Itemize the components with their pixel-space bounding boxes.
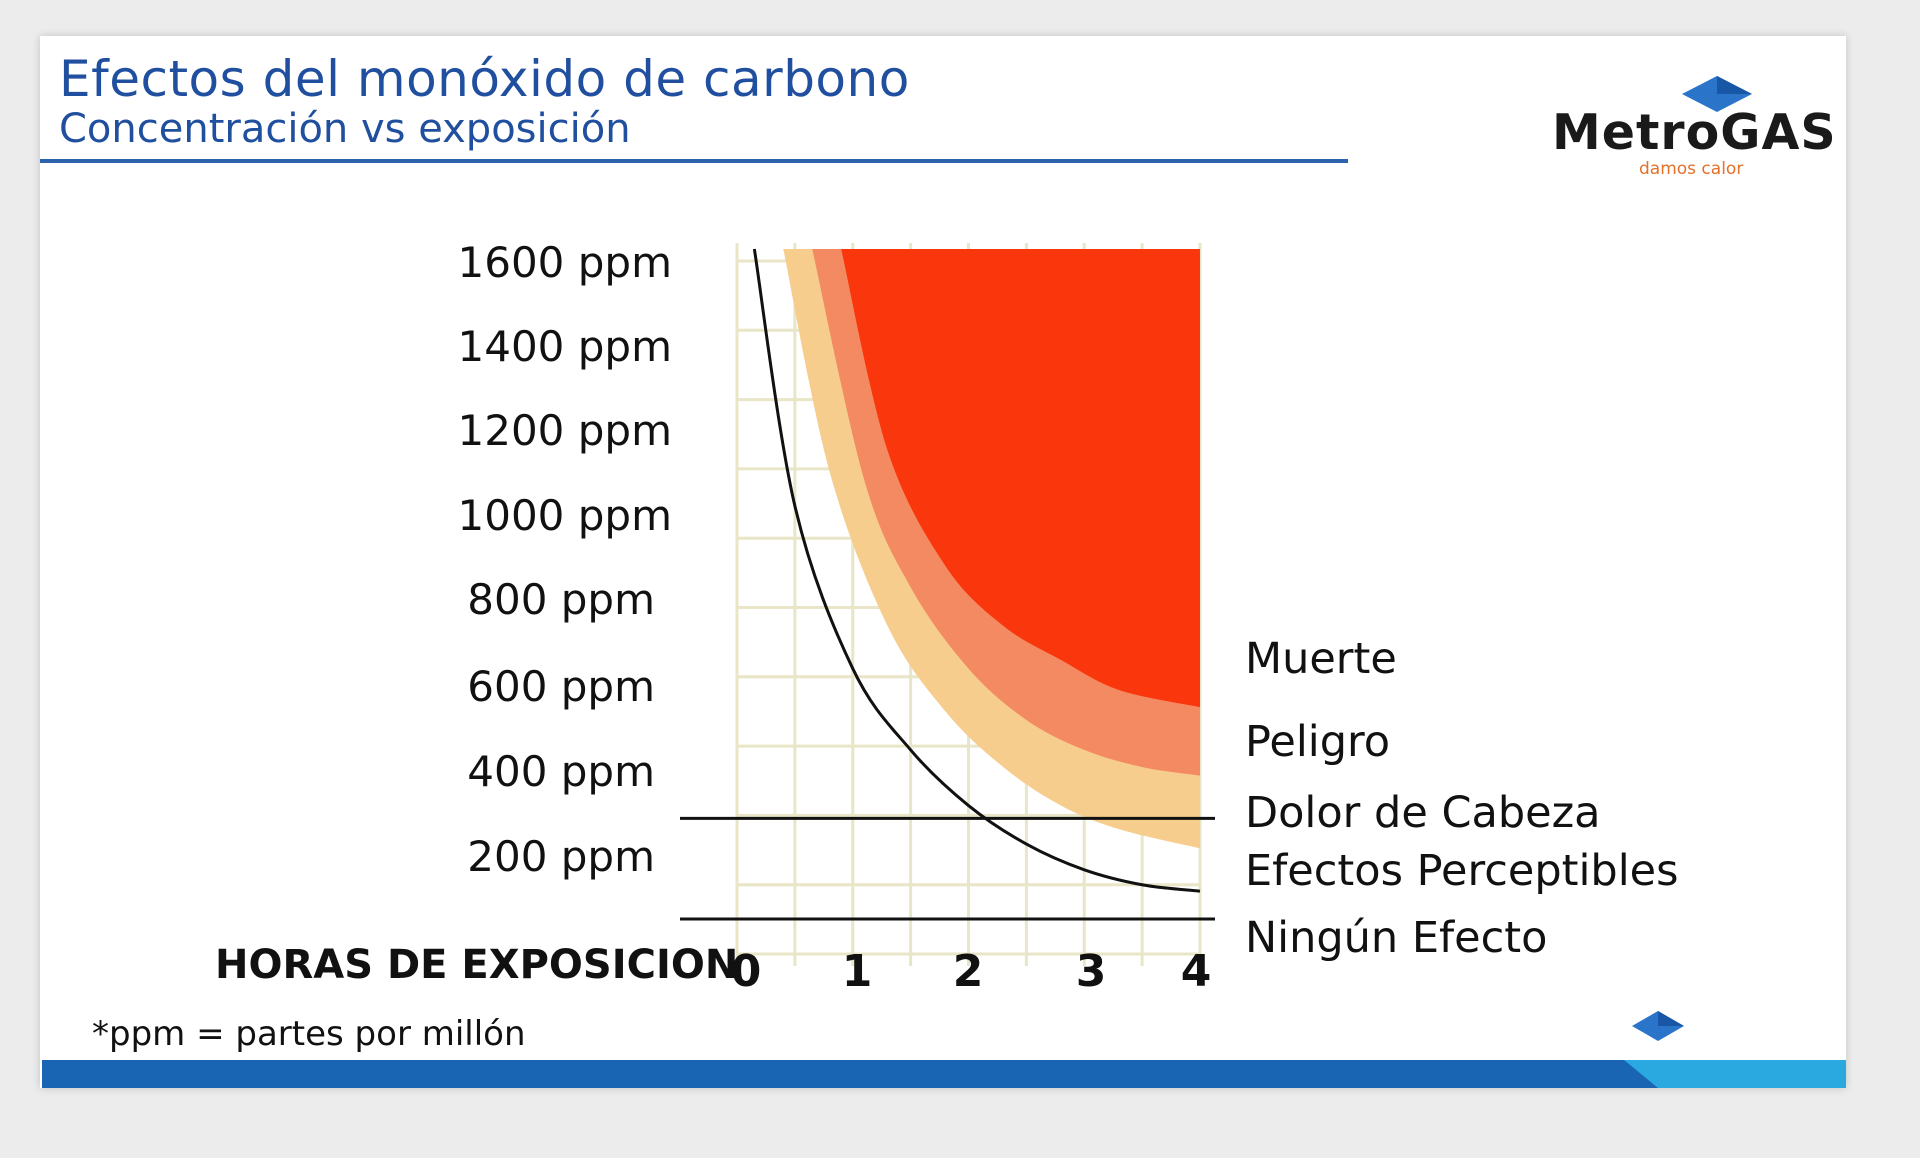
curve-efectos-perceptibles (752, 248, 1201, 893)
y-tick-400: 400 ppm (467, 747, 655, 796)
y-tick-1600: 1600 ppm (457, 238, 672, 287)
y-tick-1000: 1000 ppm (457, 491, 672, 540)
y-tick-600: 600 ppm (467, 662, 655, 711)
logo-tagline: damos calor (1639, 159, 1744, 179)
y-tick-800: 800 ppm (467, 575, 655, 624)
co-exposure-chart (680, 243, 1215, 966)
y-tick-1200: 1200 ppm (457, 406, 672, 455)
footnote: *ppm = partes por millón (92, 1014, 526, 1054)
footer-bar (42, 1060, 1846, 1088)
zone-label-muerte: Muerte (1245, 634, 1397, 684)
zone-area-muerte (841, 249, 1200, 708)
x-tick-0: 0 (730, 946, 762, 997)
zone-label-ningun: Ningún Efecto (1245, 913, 1548, 963)
logo-name: MetroGAS (1552, 104, 1837, 161)
zone-label-dolor: Dolor de Cabeza (1245, 788, 1601, 838)
y-tick-1400: 1400 ppm (457, 322, 672, 371)
title-underline (40, 159, 1348, 163)
x-tick-4: 4 (1180, 946, 1212, 997)
slide: Efectos del monóxido de carbono Concentr… (40, 36, 1846, 1088)
x-tick-1: 1 (841, 946, 873, 997)
slide-subtitle: Concentración vs exposición (59, 106, 631, 152)
y-tick-200: 200 ppm (467, 832, 655, 881)
zone-label-efectos: Efectos Perceptibles (1245, 846, 1679, 896)
metrogas-logo: MetroGAS damos calor (1552, 76, 1836, 216)
x-axis-label: HORAS DE EXPOSICION (215, 942, 739, 988)
blue-diamond-icon (1682, 76, 1752, 112)
slide-title: Efectos del monóxido de carbono (59, 50, 910, 108)
x-tick-3: 3 (1075, 946, 1107, 997)
zone-label-peligro: Peligro (1245, 717, 1391, 767)
footer-diamond-icon (1632, 1011, 1684, 1041)
x-tick-2: 2 (952, 946, 984, 997)
